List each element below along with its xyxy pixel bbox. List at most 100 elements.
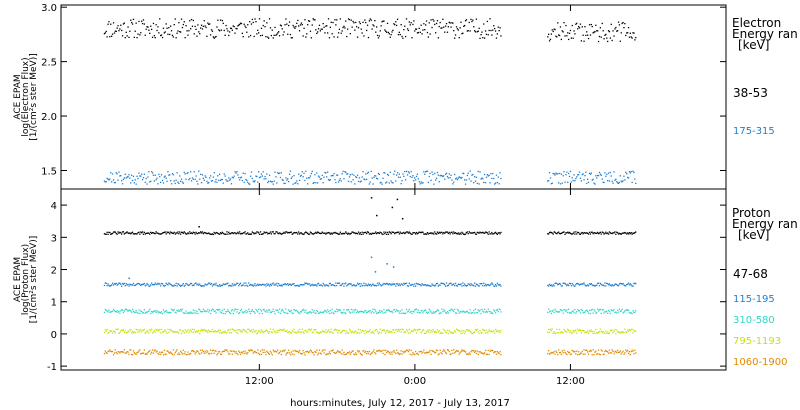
data-point (300, 174, 302, 177)
data-point (271, 181, 273, 183)
data-point (449, 177, 451, 179)
data-point (170, 312, 172, 314)
data-point (605, 285, 607, 287)
data-point (208, 282, 210, 284)
data-point (129, 30, 131, 32)
data-point (373, 232, 375, 234)
data-point (601, 178, 603, 180)
data-point (433, 284, 435, 287)
data-point (448, 329, 450, 332)
data-point (174, 331, 176, 333)
y-tick-label: 2 (51, 266, 57, 277)
data-point (568, 351, 571, 354)
data-point (632, 310, 634, 312)
data-point (175, 179, 177, 181)
data-point (614, 179, 616, 181)
data-point (319, 331, 321, 333)
data-point (110, 23, 112, 25)
data-point (166, 332, 168, 334)
data-point (492, 233, 494, 235)
data-point (633, 171, 635, 174)
data-point (434, 231, 436, 233)
data-point (575, 177, 577, 180)
data-point (374, 232, 376, 234)
data-point (576, 332, 578, 334)
data-point (345, 312, 347, 315)
data-point (471, 174, 473, 176)
data-point (497, 176, 499, 178)
data-point (367, 36, 370, 39)
data-point (382, 312, 384, 314)
data-point (340, 331, 342, 334)
data-point (356, 174, 359, 176)
data-point (374, 271, 377, 273)
data-point (420, 232, 422, 234)
data-point (131, 353, 133, 356)
data-point (147, 310, 149, 313)
data-point (394, 308, 396, 311)
data-point (614, 328, 616, 331)
data-point (492, 350, 494, 352)
data-point (601, 331, 603, 333)
data-point (229, 233, 231, 235)
data-point (113, 182, 116, 184)
data-point (368, 350, 370, 353)
data-point (425, 24, 427, 26)
data-point (138, 231, 140, 233)
data-point (213, 283, 215, 285)
data-point (402, 173, 404, 175)
data-point (553, 28, 555, 30)
data-point (228, 231, 230, 233)
data-point (363, 35, 365, 37)
data-point (484, 231, 487, 233)
data-point (343, 25, 345, 27)
data-point (137, 33, 139, 35)
data-point (620, 283, 622, 285)
data-point (131, 23, 134, 25)
data-point (103, 352, 106, 355)
data-point (337, 233, 340, 235)
data-point (594, 232, 596, 234)
data-point (380, 285, 382, 287)
data-point (266, 231, 268, 234)
data-point (328, 232, 331, 234)
data-point (319, 284, 321, 286)
data-point (362, 350, 364, 352)
data-point (369, 181, 371, 183)
data-point (293, 283, 295, 285)
data-point (256, 310, 258, 312)
data-point (554, 231, 556, 233)
data-point (259, 35, 262, 37)
data-point (130, 349, 132, 351)
data-point (342, 26, 344, 29)
data-point (239, 23, 241, 26)
data-point (337, 309, 340, 311)
data-point (128, 353, 130, 356)
data-point (240, 22, 243, 25)
data-point (206, 35, 208, 37)
data-point (300, 311, 302, 313)
data-point (605, 311, 607, 313)
data-point (173, 24, 175, 26)
data-point (629, 283, 631, 285)
data-point (481, 177, 483, 179)
data-point (497, 284, 499, 286)
data-point (386, 231, 389, 234)
data-point (131, 21, 133, 24)
data-point (428, 175, 430, 178)
data-point (157, 352, 159, 354)
data-point (368, 20, 370, 22)
data-point (386, 233, 388, 235)
data-point (572, 310, 574, 312)
data-point (398, 283, 400, 285)
data-point (195, 28, 197, 30)
data-point (613, 35, 615, 37)
data-point (464, 179, 466, 181)
data-point (221, 332, 223, 334)
data-point (486, 232, 488, 234)
data-point (288, 21, 291, 23)
data-point (239, 233, 242, 235)
data-point (334, 328, 336, 330)
data-point (453, 30, 455, 32)
data-point (243, 181, 245, 183)
